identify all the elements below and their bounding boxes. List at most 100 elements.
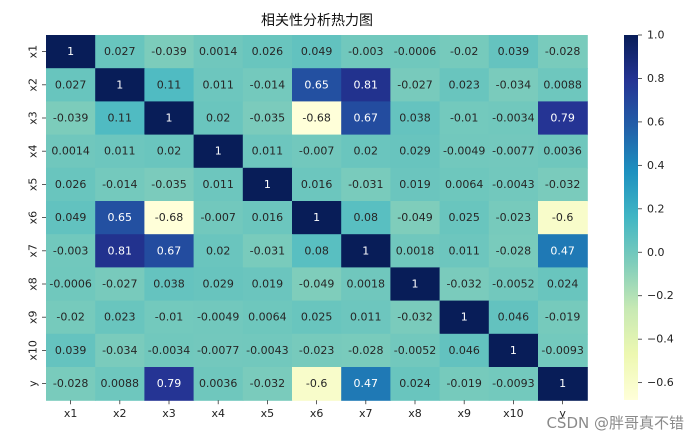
heatmap-cell: [439, 367, 490, 401]
heatmap-cell: [488, 267, 539, 302]
cell-value-label: 1: [313, 211, 320, 224]
cell-value-label: 0.025: [448, 211, 480, 224]
heatmap-cell: [390, 234, 441, 268]
cell-value-label: -0.02: [450, 45, 478, 58]
cell-value-label: 1: [362, 244, 369, 257]
cell-value-label: -0.68: [155, 211, 183, 224]
cell-value-label: -0.031: [348, 178, 383, 191]
heatmap-cell: [95, 167, 145, 202]
colorbar-tick-label: 0.8: [647, 72, 665, 85]
heatmap-cell: [193, 134, 244, 169]
heatmap-cell: [538, 35, 588, 69]
cell-value-label: -0.031: [250, 244, 285, 257]
heatmap-cell: [390, 35, 441, 69]
cell-value-label: 0.027: [55, 78, 87, 91]
y-tick-label: x3: [27, 111, 40, 125]
cell-value-label: -0.0052: [394, 344, 436, 357]
heatmap-cell: [144, 367, 195, 401]
colorbar-tick-label: 0.4: [647, 159, 665, 172]
cell-value-label: -0.035: [151, 178, 186, 191]
heatmap-cell: [439, 167, 490, 202]
cell-value-label: -0.049: [299, 278, 334, 291]
cell-value-label: 0.0088: [101, 377, 140, 390]
cell-value-label: 1: [166, 112, 173, 125]
cell-value-label: -0.032: [446, 278, 481, 291]
heatmap-cell: [439, 101, 490, 136]
heatmap-cell: [439, 234, 490, 268]
cell-value-label: -0.0052: [492, 278, 534, 291]
cell-value-label: 0.0036: [199, 377, 238, 390]
cell-value-label: 0.0014: [199, 45, 238, 58]
heatmap-cell: [538, 201, 588, 235]
cell-value-label: -0.0034: [492, 112, 534, 125]
cell-value-label: -0.68: [302, 112, 330, 125]
cell-value-label: -0.028: [348, 344, 383, 357]
heatmap-cell: [488, 300, 539, 335]
cell-value-label: -0.027: [102, 278, 137, 291]
heatmap-cell: [95, 367, 145, 401]
cell-value-label: -0.028: [545, 45, 580, 58]
heatmap-cell: [95, 333, 145, 368]
heatmap-cell: [488, 35, 539, 69]
heatmap-cell: [193, 367, 244, 401]
heatmap-cell: [193, 68, 244, 102]
heatmap-cell: [95, 68, 145, 102]
heatmap-cell: [439, 333, 490, 368]
cell-value-label: -0.028: [496, 244, 531, 257]
cell-value-label: -0.039: [151, 45, 186, 58]
cell-value-label: 0.08: [304, 244, 329, 257]
cell-value-label: -0.0077: [492, 145, 534, 158]
x-tick-label: x2: [113, 407, 127, 420]
cell-value-label: -0.032: [397, 311, 432, 324]
heatmap-cell: [292, 367, 342, 401]
cell-value-label: -0.014: [102, 178, 137, 191]
colorbar-tick-label: 0.2: [647, 202, 665, 215]
cell-value-label: 0.47: [354, 377, 379, 390]
cell-value-label: -0.039: [53, 112, 88, 125]
heatmap-cell: [144, 35, 195, 69]
x-tick-label: x1: [64, 407, 78, 420]
x-tick-label: x7: [359, 407, 373, 420]
heatmap-cell: [292, 35, 342, 69]
y-tick-label: x4: [27, 144, 40, 158]
cell-value-label: 0.65: [108, 211, 133, 224]
cell-value-label: 0.79: [550, 112, 575, 125]
heatmap-cell: [193, 167, 244, 202]
cell-value-label: 0.11: [157, 78, 182, 91]
heatmap-cell: [242, 333, 293, 368]
cell-value-label: -0.035: [250, 112, 285, 125]
cell-value-label: -0.003: [348, 45, 383, 58]
heatmap-cell: [292, 68, 342, 102]
y-tick-label: x7: [27, 244, 40, 258]
heatmap-cell: [488, 234, 539, 268]
cell-value-label: 0.02: [206, 112, 231, 125]
cell-value-label: -0.032: [545, 178, 580, 191]
cell-value-label: 0.02: [354, 145, 379, 158]
heatmap-cell: [439, 201, 490, 235]
cell-value-label: -0.019: [545, 311, 580, 324]
cell-value-label: 0.011: [104, 145, 136, 158]
heatmap-cell: [144, 333, 195, 368]
heatmap-cell: [242, 167, 293, 202]
heatmap-cell: [538, 300, 588, 335]
heatmap-cell: [95, 300, 145, 335]
cell-value-label: 0.049: [301, 45, 333, 58]
heatmap-cell: [242, 201, 293, 235]
cell-value-label: 0.046: [498, 311, 530, 324]
y-tick-label: x8: [27, 277, 40, 291]
cell-value-label: 0.024: [399, 377, 431, 390]
heatmap-cell: [193, 300, 244, 335]
heatmap-cell: [341, 101, 391, 136]
colorbar-tick-label: −0.4: [647, 333, 674, 346]
heatmap-cell: [488, 367, 539, 401]
cell-value-label: 0.023: [448, 78, 480, 91]
cell-value-label: 0.0018: [347, 278, 386, 291]
heatmap-cell: [341, 367, 391, 401]
heatmap-cell: [439, 134, 490, 169]
cell-value-label: 0.038: [153, 278, 185, 291]
heatmap-cell: [242, 68, 293, 102]
heatmap-cell: [95, 267, 145, 302]
heatmap-cell: [46, 333, 96, 368]
x-tick-label: x5: [261, 407, 275, 420]
cell-value-label: 0.02: [206, 244, 231, 257]
